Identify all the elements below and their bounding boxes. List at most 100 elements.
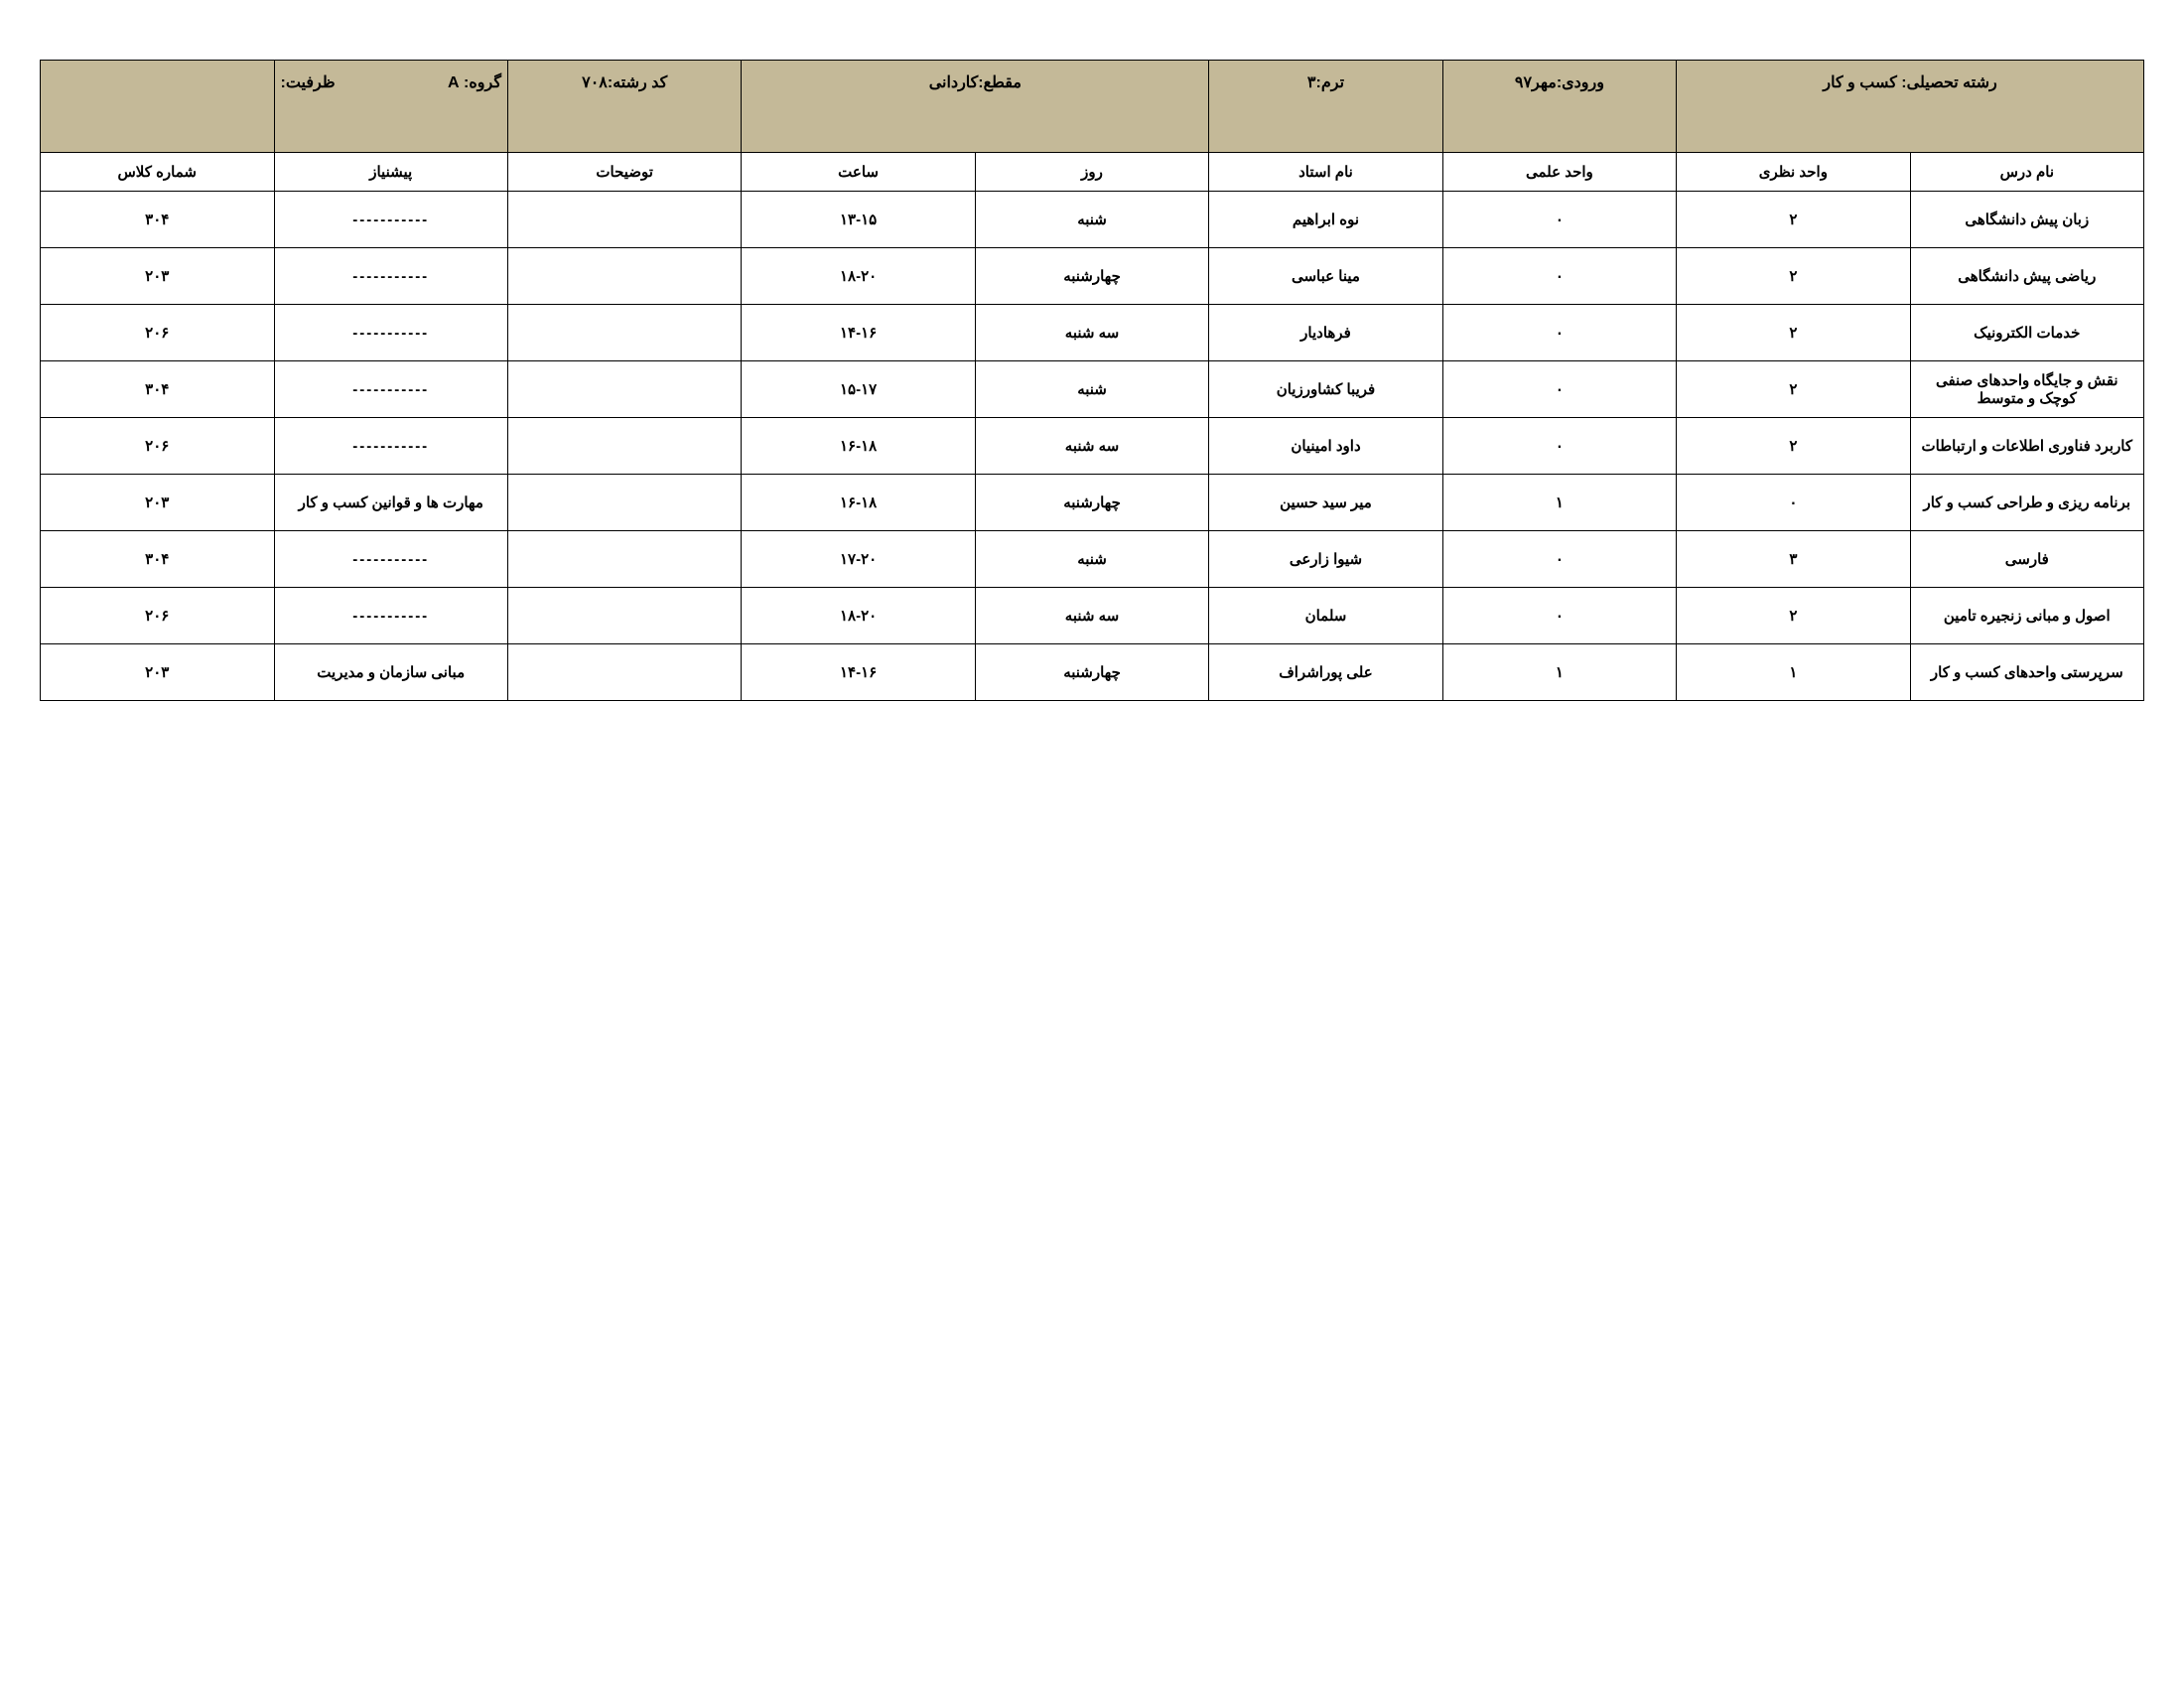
table-row: خدمات الکترونیک۲۰فرهادیارسه شنبه۱۴-۱۶---… bbox=[41, 305, 2144, 361]
cell-practical: ۰ bbox=[1442, 361, 1676, 418]
cell-room: ۲۰۶ bbox=[41, 418, 275, 475]
header-field: رشته تحصیلی: کسب و کار bbox=[1677, 61, 2144, 153]
cell-time: ۱۸-۲۰ bbox=[742, 588, 975, 644]
cell-notes bbox=[507, 418, 741, 475]
cell-day: شنبه bbox=[975, 361, 1208, 418]
col-practical: واحد علمی bbox=[1442, 153, 1676, 192]
group-value: A bbox=[448, 74, 460, 91]
cell-day: سه شنبه bbox=[975, 418, 1208, 475]
table-row: سرپرستی واحدهای کسب و کار۱۱علی پوراشرافچ… bbox=[41, 644, 2144, 701]
cell-theory: ۲ bbox=[1677, 192, 1910, 248]
table-row: برنامه ریزی و طراحی کسب و کار۰۱میر سید ح… bbox=[41, 475, 2144, 531]
col-day: روز bbox=[975, 153, 1208, 192]
cell-instructor: فرهادیار bbox=[1209, 305, 1442, 361]
header-entry: ورودی:مهر۹۷ bbox=[1442, 61, 1676, 153]
cell-notes bbox=[507, 305, 741, 361]
cell-notes bbox=[507, 531, 741, 588]
header-level: مقطع:کاردانی bbox=[742, 61, 1209, 153]
cell-prereq: ----------- bbox=[274, 305, 507, 361]
cell-practical: ۰ bbox=[1442, 531, 1676, 588]
cell-day: چهارشنبه bbox=[975, 475, 1208, 531]
cell-day: سه شنبه bbox=[975, 305, 1208, 361]
cell-room: ۲۰۶ bbox=[41, 588, 275, 644]
cell-time: ۱۴-۱۶ bbox=[742, 644, 975, 701]
cell-practical: ۱ bbox=[1442, 644, 1676, 701]
cell-room: ۲۰۳ bbox=[41, 644, 275, 701]
cell-time: ۱۴-۱۶ bbox=[742, 305, 975, 361]
cell-prereq: ----------- bbox=[274, 418, 507, 475]
cell-instructor: علی پوراشراف bbox=[1209, 644, 1442, 701]
cell-practical: ۰ bbox=[1442, 588, 1676, 644]
col-course: نام درس bbox=[1910, 153, 2143, 192]
group-label: گروه: bbox=[464, 74, 501, 91]
cell-course: برنامه ریزی و طراحی کسب و کار bbox=[1910, 475, 2143, 531]
column-headers: نام درس واحد نظری واحد علمی نام استاد رو… bbox=[41, 153, 2144, 192]
field-value: کسب و کار bbox=[1823, 74, 1896, 91]
cell-instructor: مینا عباسی bbox=[1209, 248, 1442, 305]
col-instructor: نام استاد bbox=[1209, 153, 1442, 192]
cell-day: شنبه bbox=[975, 531, 1208, 588]
entry-value: مهر۹۷ bbox=[1515, 74, 1557, 91]
cell-theory: ۲ bbox=[1677, 588, 1910, 644]
col-time: ساعت bbox=[742, 153, 975, 192]
cell-room: ۳۰۴ bbox=[41, 192, 275, 248]
cell-time: ۱۸-۲۰ bbox=[742, 248, 975, 305]
cell-practical: ۱ bbox=[1442, 475, 1676, 531]
cell-instructor: میر سید حسین bbox=[1209, 475, 1442, 531]
cell-prereq: ----------- bbox=[274, 361, 507, 418]
cell-prereq: ----------- bbox=[274, 588, 507, 644]
table-row: کاربرد فناوری اطلاعات و ارتباطات۲۰داود ا… bbox=[41, 418, 2144, 475]
cell-prereq: ----------- bbox=[274, 248, 507, 305]
capacity-label: ظرفیت: bbox=[281, 74, 336, 91]
cell-practical: ۰ bbox=[1442, 248, 1676, 305]
cell-time: ۱۶-۱۸ bbox=[742, 418, 975, 475]
entry-label: ورودی: bbox=[1557, 74, 1604, 91]
table-row: فارسی۳۰شیوا زارعیشنبه۱۷-۲۰-----------۳۰۴ bbox=[41, 531, 2144, 588]
cell-notes bbox=[507, 644, 741, 701]
cell-instructor: فریبا کشاورزیان bbox=[1209, 361, 1442, 418]
cell-course: اصول و مبانی زنجیره تامین bbox=[1910, 588, 2143, 644]
cell-practical: ۰ bbox=[1442, 418, 1676, 475]
schedule-table: رشته تحصیلی: کسب و کار ورودی:مهر۹۷ ترم:۳… bbox=[40, 60, 2144, 701]
cell-practical: ۰ bbox=[1442, 192, 1676, 248]
cell-day: سه شنبه bbox=[975, 588, 1208, 644]
cell-time: ۱۵-۱۷ bbox=[742, 361, 975, 418]
table-row: ریاضی پیش دانشگاهی۲۰مینا عباسیچهارشنبه۱۸… bbox=[41, 248, 2144, 305]
header-row: رشته تحصیلی: کسب و کار ورودی:مهر۹۷ ترم:۳… bbox=[41, 61, 2144, 153]
field-label: رشته تحصیلی: bbox=[1901, 74, 1996, 91]
header-term: ترم:۳ bbox=[1209, 61, 1442, 153]
table-row: نقش و جایگاه واحدهای صنفی کوچک و متوسط۲۰… bbox=[41, 361, 2144, 418]
cell-course: زبان پیش دانشگاهی bbox=[1910, 192, 2143, 248]
cell-room: ۲۰۶ bbox=[41, 305, 275, 361]
cell-notes bbox=[507, 588, 741, 644]
cell-instructor: داود امینیان bbox=[1209, 418, 1442, 475]
header-code: کد رشته:۷۰۸ bbox=[507, 61, 741, 153]
cell-prereq: مهارت ها و قوانین کسب و کار bbox=[274, 475, 507, 531]
cell-room: ۲۰۳ bbox=[41, 475, 275, 531]
cell-day: چهارشنبه bbox=[975, 644, 1208, 701]
cell-theory: ۲ bbox=[1677, 418, 1910, 475]
cell-time: ۱۳-۱۵ bbox=[742, 192, 975, 248]
col-theory: واحد نظری bbox=[1677, 153, 1910, 192]
cell-room: ۲۰۳ bbox=[41, 248, 275, 305]
cell-day: چهارشنبه bbox=[975, 248, 1208, 305]
cell-course: خدمات الکترونیک bbox=[1910, 305, 2143, 361]
header-spacer bbox=[41, 61, 275, 153]
cell-prereq: مبانی سازمان و مدیریت bbox=[274, 644, 507, 701]
cell-course: سرپرستی واحدهای کسب و کار bbox=[1910, 644, 2143, 701]
cell-course: ریاضی پیش دانشگاهی bbox=[1910, 248, 2143, 305]
cell-instructor: نوه ابراهیم bbox=[1209, 192, 1442, 248]
cell-prereq: ----------- bbox=[274, 531, 507, 588]
cell-theory: ۱ bbox=[1677, 644, 1910, 701]
table-row: اصول و مبانی زنجیره تامین۲۰سلمانسه شنبه۱… bbox=[41, 588, 2144, 644]
cell-room: ۳۰۴ bbox=[41, 361, 275, 418]
level-value: کاردانی bbox=[929, 74, 979, 91]
header-group-capacity: گروه: A ظرفیت: bbox=[274, 61, 507, 153]
cell-instructor: شیوا زارعی bbox=[1209, 531, 1442, 588]
term-value: ۳ bbox=[1307, 74, 1316, 91]
cell-notes bbox=[507, 192, 741, 248]
cell-instructor: سلمان bbox=[1209, 588, 1442, 644]
col-room: شماره کلاس bbox=[41, 153, 275, 192]
table-row: زبان پیش دانشگاهی۲۰نوه ابراهیمشنبه۱۳-۱۵-… bbox=[41, 192, 2144, 248]
term-label: ترم: bbox=[1316, 74, 1345, 91]
